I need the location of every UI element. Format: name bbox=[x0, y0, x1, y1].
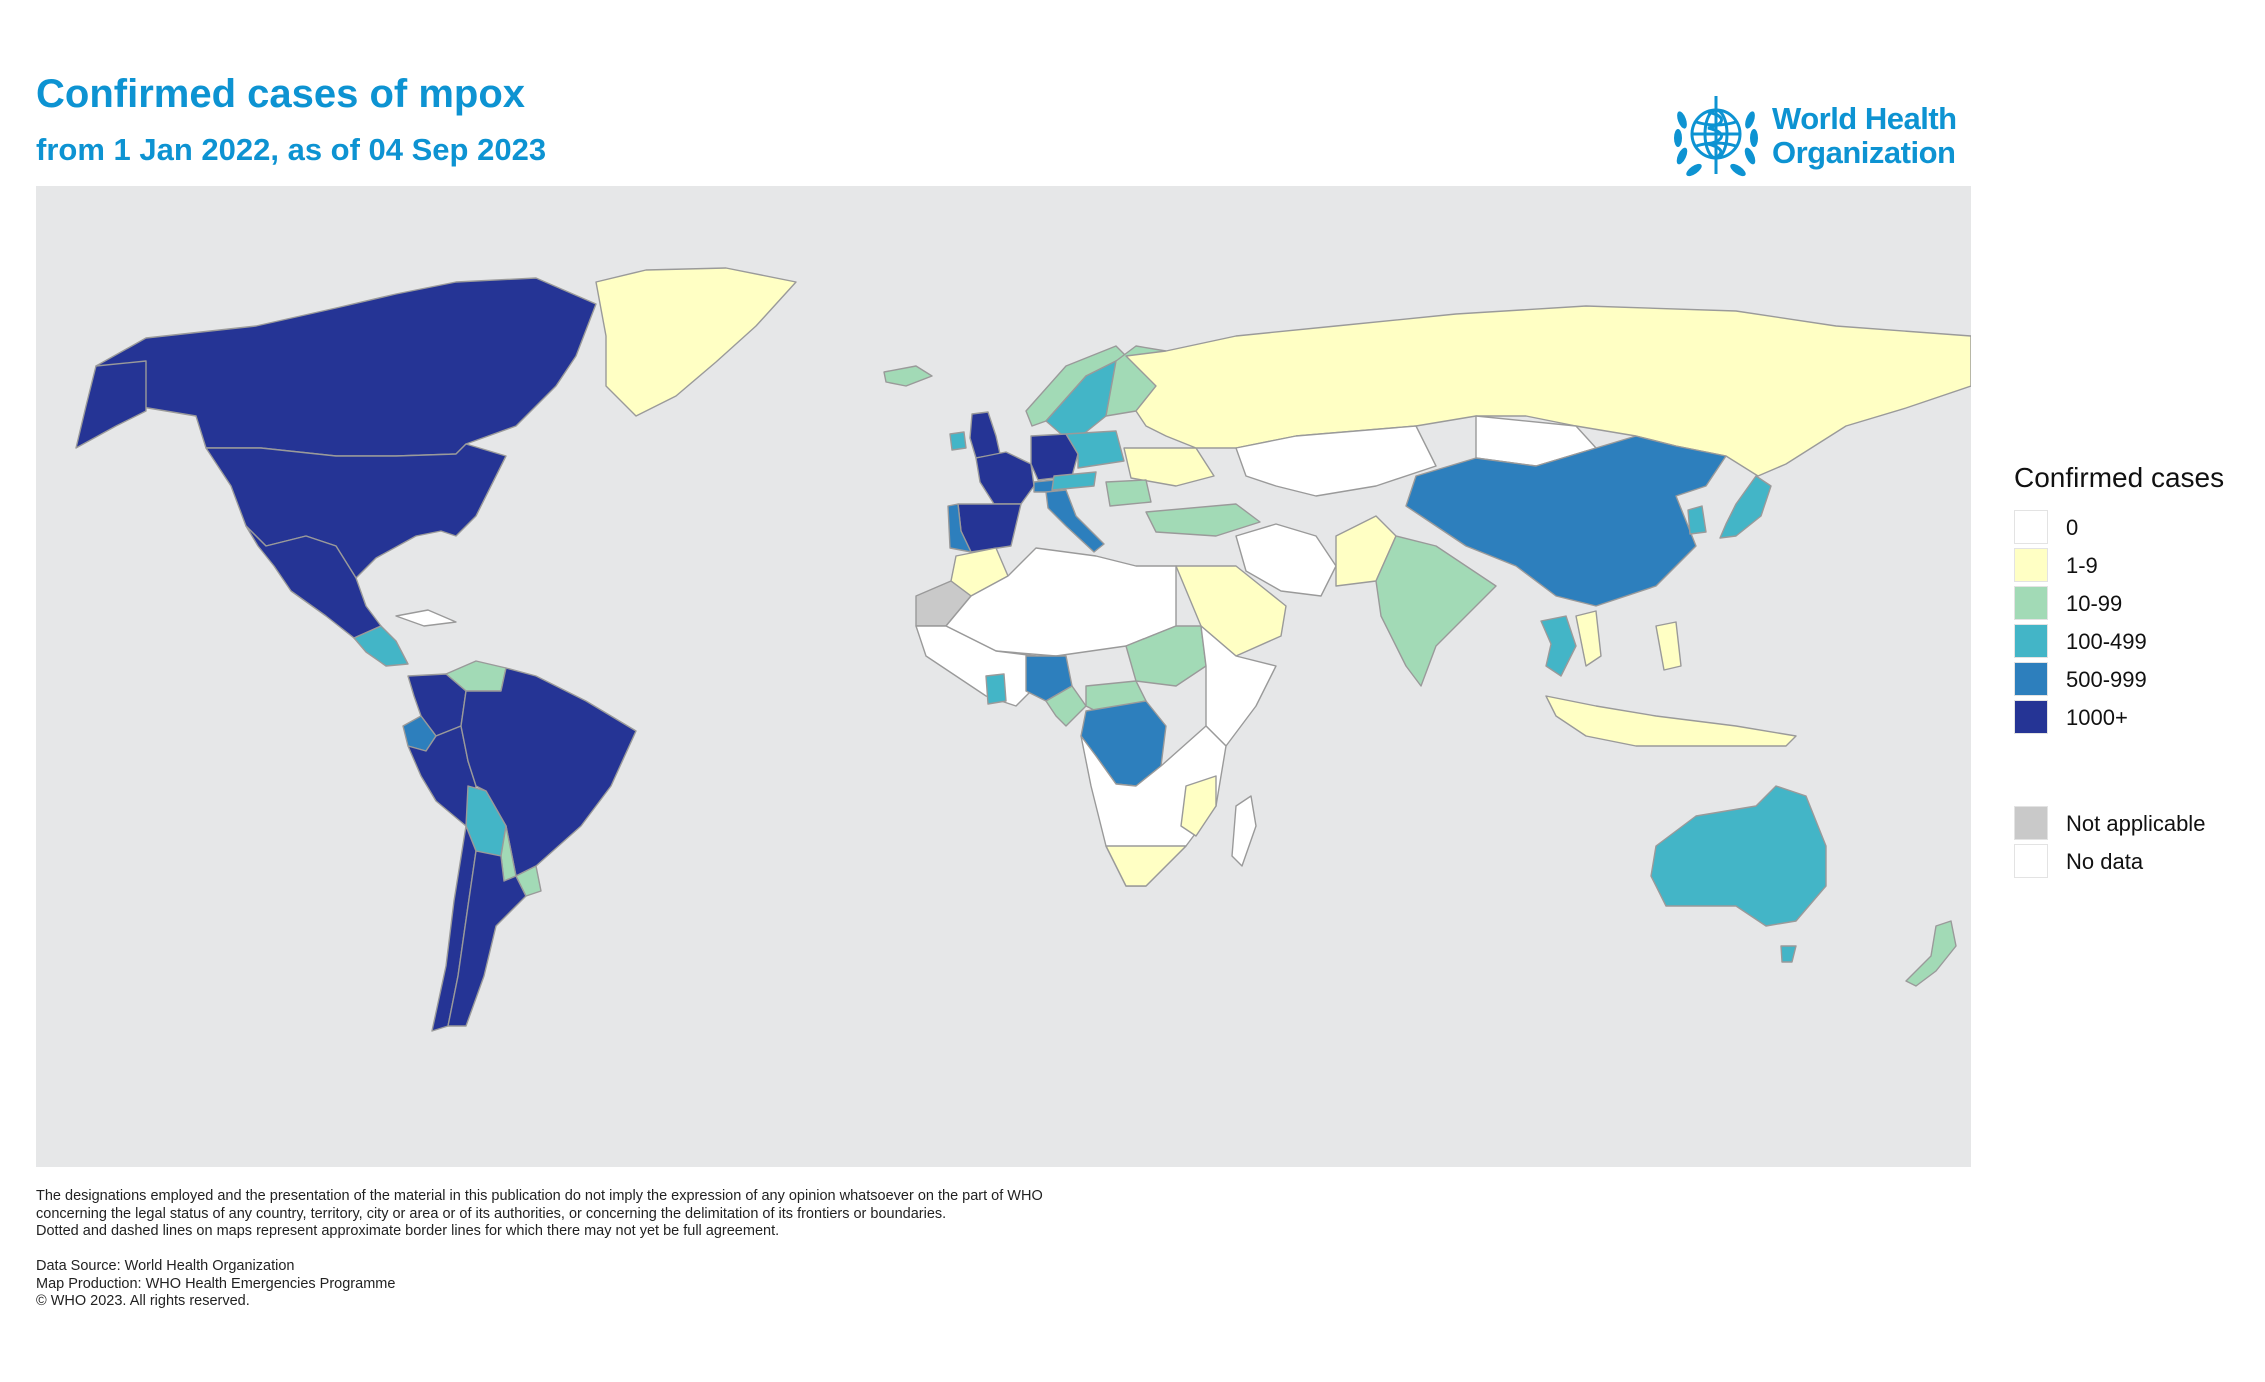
who-name-line1: World Health bbox=[1772, 101, 1957, 136]
map-title: Confirmed cases of mpox bbox=[36, 72, 526, 116]
who-logo: World Health Organization bbox=[1668, 90, 1968, 186]
country-uruguay bbox=[515, 865, 542, 897]
legend-label: 1-9 bbox=[2066, 553, 2098, 578]
country-madagascar bbox=[1231, 795, 1257, 867]
who-emblem-icon bbox=[1674, 96, 1758, 177]
country-turkey bbox=[1145, 503, 1261, 537]
legend-label: 0 bbox=[2066, 515, 2079, 540]
country-usa bbox=[205, 443, 507, 579]
legend-item-1000-plus: 1000+ bbox=[2014, 700, 2254, 736]
legend-title: Confirmed cases bbox=[2014, 462, 2225, 493]
world-map-svg bbox=[75, 267, 1971, 1032]
country-ghana bbox=[985, 673, 1007, 705]
legend-label: No data bbox=[2066, 849, 2144, 874]
country-horn-of-africa bbox=[1200, 625, 1277, 747]
country-china bbox=[1405, 435, 1727, 607]
country-india bbox=[1375, 535, 1497, 687]
country-argentina bbox=[447, 850, 527, 1027]
country-cameroon bbox=[1045, 685, 1087, 727]
credits: Data Source: World Health Organization M… bbox=[36, 1258, 395, 1311]
country-portugal bbox=[947, 503, 972, 553]
legend-label: 1000+ bbox=[2066, 705, 2128, 730]
disclaimer-line: concerning the legal status of any count… bbox=[36, 1205, 947, 1222]
country-ukraine bbox=[1123, 447, 1215, 487]
disclaimer: The designations employed and the presen… bbox=[36, 1188, 1236, 1241]
legend-label: 500-999 bbox=[2066, 667, 2147, 692]
country-austria bbox=[1051, 471, 1097, 491]
country-japan bbox=[1719, 475, 1772, 539]
country-iran bbox=[1235, 523, 1337, 597]
disclaimer-line: Dotted and dashed lines on maps represen… bbox=[36, 1223, 780, 1239]
country-new-zealand bbox=[1905, 920, 1957, 987]
legend-swatch bbox=[2014, 510, 2048, 544]
country-brazil bbox=[460, 667, 637, 877]
country-mozambique bbox=[1180, 775, 1217, 837]
country-west-africa bbox=[915, 625, 1037, 707]
country-france bbox=[975, 451, 1035, 505]
map-production: Map Production: WHO Health Emergencies P… bbox=[36, 1275, 396, 1292]
legend-swatch bbox=[2014, 844, 2048, 878]
country-south-africa bbox=[1105, 845, 1187, 887]
country-kazakhstan bbox=[1235, 425, 1437, 497]
country-usa-alaska bbox=[75, 360, 147, 449]
legend-swatch bbox=[2014, 662, 2048, 696]
legend-label: Not applicable bbox=[2066, 811, 2206, 836]
country-australia bbox=[1650, 785, 1827, 927]
country-italy bbox=[1045, 489, 1105, 553]
country-canada bbox=[95, 277, 597, 457]
world-map bbox=[36, 186, 1971, 1167]
country-poland bbox=[1065, 430, 1125, 469]
legend-item-1-9: 1-9 bbox=[2014, 548, 2254, 584]
country-greenland bbox=[595, 267, 797, 417]
country-uk bbox=[969, 411, 1001, 459]
copyright: © WHO 2023. All rights reserved. bbox=[36, 1293, 250, 1309]
legend-swatch bbox=[2014, 624, 2048, 658]
country-switzerland bbox=[1033, 479, 1055, 493]
data-source: Data Source: World Health Organization bbox=[36, 1258, 295, 1274]
who-name: World Health Organization bbox=[1772, 102, 1957, 170]
country-cuba bbox=[395, 609, 457, 627]
legend-label: 100-499 bbox=[2066, 629, 2147, 654]
country-romania bbox=[1105, 479, 1152, 507]
legend-swatch bbox=[2014, 806, 2048, 840]
legend-swatch bbox=[2014, 586, 2048, 620]
legend-item-500-999: 500-999 bbox=[2014, 662, 2254, 698]
country-tasmania bbox=[1780, 945, 1797, 963]
country-indonesia bbox=[1545, 695, 1797, 747]
legend-swatch bbox=[2014, 700, 2048, 734]
country-thailand bbox=[1540, 615, 1577, 677]
disclaimer-line: The designations employed and the presen… bbox=[36, 1188, 1043, 1204]
country-philippines bbox=[1655, 621, 1682, 671]
legend-item-100-499: 100-499 bbox=[2014, 624, 2254, 660]
country-iceland bbox=[883, 365, 933, 387]
country-vietnam bbox=[1575, 610, 1602, 667]
legend-item-10-99: 10-99 bbox=[2014, 586, 2254, 622]
country-guatemala bbox=[353, 625, 409, 667]
legend-item-0: 0 bbox=[2014, 510, 2254, 546]
country-korea bbox=[1687, 505, 1707, 535]
country-ireland bbox=[949, 431, 967, 451]
legend-swatch bbox=[2014, 548, 2048, 582]
who-name-line2: Organization bbox=[1772, 135, 1956, 170]
legend-item-not-applicable: Not applicable bbox=[2014, 806, 2254, 842]
legend-label: 10-99 bbox=[2066, 591, 2123, 616]
legend-item-no-data: No data bbox=[2014, 844, 2254, 880]
map-subtitle: from 1 Jan 2022, as of 04 Sep 2023 bbox=[36, 132, 547, 167]
